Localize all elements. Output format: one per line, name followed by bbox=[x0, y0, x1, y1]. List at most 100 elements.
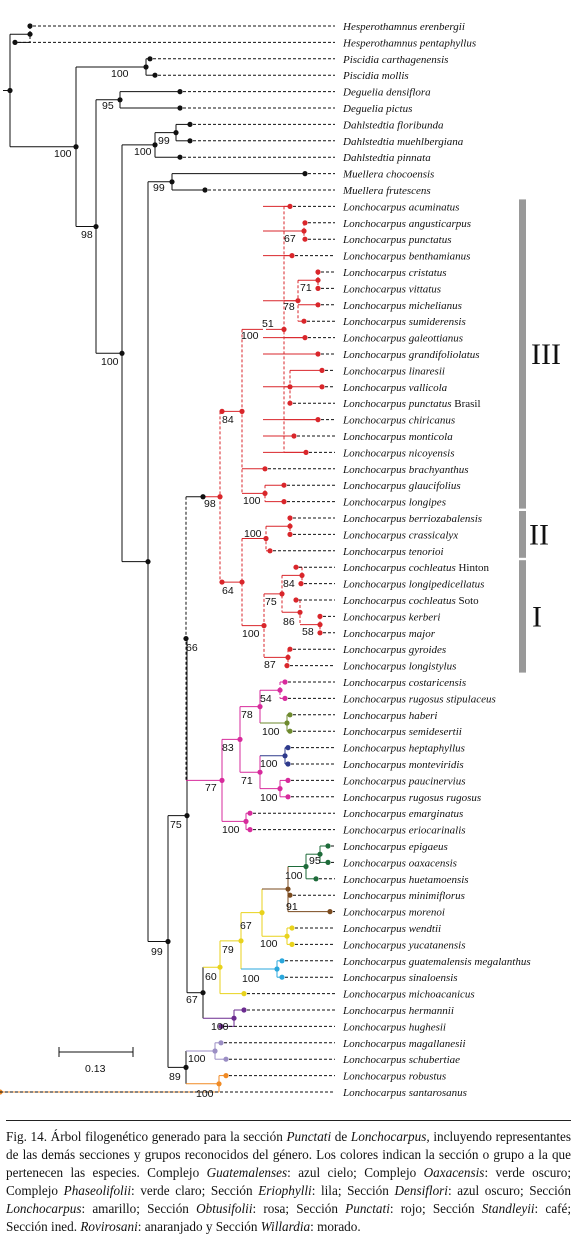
node-dot bbox=[287, 892, 293, 898]
taxon-label: Lonchocarpus haberi bbox=[342, 710, 437, 722]
node-dot bbox=[289, 925, 295, 931]
node-dot bbox=[187, 121, 193, 127]
taxon-label: Deguelia pictus bbox=[342, 103, 412, 115]
taxon-label: Lonchocarpus gyroides bbox=[342, 644, 446, 656]
node-dot bbox=[293, 597, 299, 603]
support-value: 77 bbox=[205, 782, 217, 794]
support-value: 67 bbox=[284, 233, 296, 245]
node-dot bbox=[315, 285, 321, 291]
taxon-label: Lonchocarpus cochleatus Soto bbox=[342, 595, 479, 607]
support-value: 100 bbox=[242, 973, 260, 985]
node-dot bbox=[315, 302, 321, 308]
support-value: 84 bbox=[222, 414, 234, 426]
node-dot bbox=[279, 974, 285, 980]
node-dot bbox=[302, 236, 308, 242]
node-dot bbox=[302, 171, 308, 177]
support-value: 60 bbox=[205, 971, 217, 983]
caption-italic-text: Standleyii bbox=[481, 1201, 535, 1216]
node-dot bbox=[319, 367, 325, 373]
support-value: 89 bbox=[169, 1071, 181, 1083]
node-dot bbox=[291, 433, 297, 439]
taxon-label: Lonchocarpus oaxacensis bbox=[342, 857, 457, 869]
node-dot bbox=[223, 1073, 229, 1079]
taxon-label: Lonchocarpus morenoi bbox=[342, 907, 445, 919]
taxon-label: Lonchocarpus michoacanicus bbox=[342, 989, 475, 1001]
node-dot bbox=[327, 909, 333, 915]
node-dot bbox=[287, 728, 293, 734]
node-dot bbox=[247, 827, 253, 833]
scale-bar-label: 0.13 bbox=[85, 1063, 106, 1075]
taxon-label: Lonchocarpus benthamianus bbox=[342, 251, 470, 263]
node-dot bbox=[301, 318, 307, 324]
taxon-label: Lonchocarpus galeottianus bbox=[342, 333, 463, 345]
support-value: 79 bbox=[222, 944, 234, 956]
caption-rule bbox=[6, 1120, 571, 1121]
support-value: 100 bbox=[211, 1021, 229, 1033]
taxon-label: Lonchocarpus heptaphyllus bbox=[342, 743, 465, 755]
support-value: 100 bbox=[285, 870, 303, 882]
support-value: 100 bbox=[242, 628, 260, 640]
caption-italic-text: Guatemalenses bbox=[206, 1165, 288, 1180]
support-value: 58 bbox=[302, 626, 314, 638]
caption-text: : rosa; Sección bbox=[252, 1201, 346, 1216]
caption-italic-text: Obtusifolii bbox=[196, 1201, 253, 1216]
support-value: 100 bbox=[188, 1053, 206, 1065]
support-value: 54 bbox=[260, 693, 272, 705]
support-value: 71 bbox=[300, 282, 312, 294]
taxon-label: Lonchocarpus epigaeus bbox=[342, 841, 448, 853]
node-dot bbox=[281, 499, 287, 505]
taxon-label: Lonchocarpus major bbox=[342, 628, 436, 640]
taxon-label: Lonchocarpus monticola bbox=[342, 431, 453, 443]
caption-text: Fig. 14. Árbol filogenético generado par… bbox=[6, 1129, 287, 1144]
support-value: 99 bbox=[158, 135, 170, 147]
node-dot bbox=[267, 548, 273, 554]
node-dot bbox=[285, 777, 291, 784]
support-value: 67 bbox=[240, 920, 252, 932]
caption-text: incluyendo representantes de las demás s… bbox=[6, 1129, 572, 1180]
taxon-label: Muellera frutescens bbox=[342, 185, 431, 197]
support-value: 71 bbox=[241, 775, 253, 787]
node-dot bbox=[200, 990, 206, 996]
taxon-label: Lonchocarpus crassicalyx bbox=[342, 529, 458, 541]
node-dot bbox=[325, 859, 331, 866]
caption-italic-text: Punctati bbox=[286, 1129, 332, 1144]
group-bar bbox=[519, 560, 526, 673]
caption-italic-text: Punctati bbox=[345, 1201, 390, 1216]
taxon-label: Lonchocarpus michelianus bbox=[342, 300, 462, 312]
taxon-label: Lonchocarpus magallanesii bbox=[342, 1038, 466, 1050]
node-dot bbox=[247, 810, 253, 816]
taxon-label: Lonchocarpus punctatus Brasil bbox=[342, 398, 481, 410]
group-bar bbox=[519, 511, 526, 558]
taxon-label: Piscidia mollis bbox=[342, 70, 409, 82]
support-value: 75 bbox=[265, 596, 277, 608]
node-dot bbox=[289, 253, 295, 259]
support-value: 100 bbox=[260, 938, 278, 950]
taxon-label: Lonchocarpus longipedicellatus bbox=[342, 579, 484, 591]
caption-text: : azul cielo; Complejo bbox=[287, 1165, 424, 1180]
support-value: 100 bbox=[244, 528, 262, 540]
support-value: 51 bbox=[262, 318, 274, 330]
node-dot bbox=[285, 794, 291, 800]
taxon-label: Lonchocarpus eriocarinalis bbox=[342, 825, 466, 837]
caption-text: de bbox=[331, 1129, 351, 1144]
node-dot bbox=[147, 56, 153, 62]
node-dot bbox=[177, 89, 183, 95]
support-value: 98 bbox=[81, 229, 93, 241]
node-dot bbox=[262, 466, 268, 472]
taxon-label: Lonchocarpus rugosus stipulaceus bbox=[342, 693, 496, 705]
taxon-label: Lonchocarpus schubertiae bbox=[342, 1054, 460, 1066]
taxon-label: Lonchocarpus semidesertii bbox=[342, 726, 462, 738]
node-dot bbox=[187, 138, 193, 144]
node-dot bbox=[223, 1056, 229, 1062]
node-dot bbox=[279, 591, 285, 597]
taxon-label: Lonchocarpus wendtii bbox=[342, 923, 441, 935]
taxon-label: Lonchocarpus yucatanensis bbox=[342, 939, 466, 951]
caption-text: : rojo; Sección bbox=[389, 1201, 482, 1216]
caption-text: : azul oscuro; Sección bbox=[447, 1183, 571, 1198]
taxon-label: Lonchocarpus vittatus bbox=[342, 283, 441, 295]
taxon-label: Lonchocarpus emarginatus bbox=[342, 808, 463, 820]
support-value: 87 bbox=[264, 659, 276, 671]
group-label: III bbox=[531, 338, 561, 371]
node-dot bbox=[319, 384, 325, 390]
node-dot bbox=[315, 351, 321, 357]
